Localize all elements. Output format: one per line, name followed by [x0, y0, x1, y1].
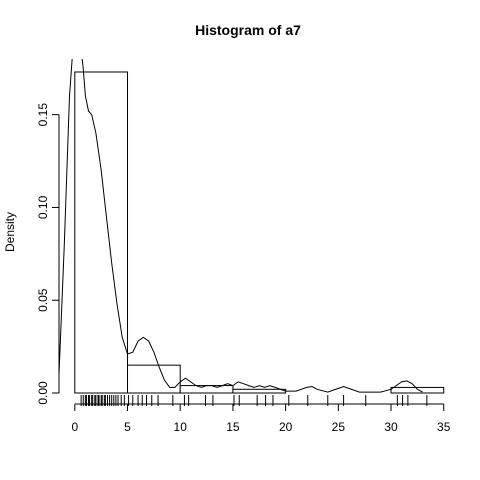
histogram-bar	[74, 71, 129, 394]
y-axis: 0.00 0.05 0.10 0.15	[36, 103, 60, 405]
histogram-bar	[179, 385, 234, 394]
x-tick-label: 10	[174, 420, 188, 434]
y-axis-label: Density	[3, 212, 17, 252]
x-axis: 0 5 10 15 20 25 30 35	[71, 403, 451, 434]
histogram-bar	[390, 386, 445, 394]
x-tick-label: 5	[124, 420, 131, 434]
x-tick-label: 30	[384, 420, 398, 434]
histogram-bar	[127, 364, 181, 394]
y-tick-label: 0.10	[36, 195, 50, 219]
y-tick-label: 0.05	[36, 288, 50, 312]
histogram-bar	[232, 388, 287, 394]
x-tick-label: 15	[226, 420, 240, 434]
density-curve	[59, 59, 423, 393]
x-tick-label: 25	[332, 420, 346, 434]
x-tick-label: 35	[437, 420, 451, 434]
y-tick-label: 0.00	[36, 381, 50, 405]
x-tick-label: 20	[279, 420, 293, 434]
histogram-bars	[74, 71, 445, 394]
y-tick-label: 0.15	[36, 103, 50, 127]
x-tick-label: 0	[71, 420, 78, 434]
chart-title: Histogram of a7	[195, 22, 301, 38]
